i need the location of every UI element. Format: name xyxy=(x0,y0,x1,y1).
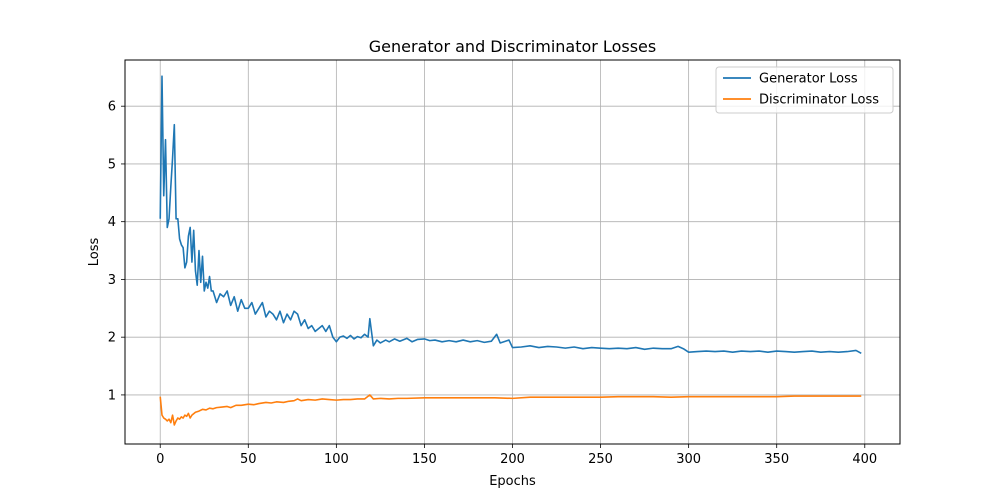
plot-lines xyxy=(159,75,862,426)
y-tick-label: 2 xyxy=(108,331,116,346)
y-tick-label: 5 xyxy=(108,157,116,172)
x-tick-label: 300 xyxy=(676,452,701,467)
generator-loss-line xyxy=(159,75,862,355)
x-tick-label: 150 xyxy=(412,452,437,467)
y-tick-label: 3 xyxy=(108,273,116,288)
legend-label-generator: Generator Loss xyxy=(759,72,858,87)
x-axis-label: Epochs xyxy=(489,474,536,489)
y-tick-label: 1 xyxy=(108,388,116,403)
y-axis-label: Loss xyxy=(87,238,102,267)
legend: Generator Loss Discriminator Loss xyxy=(715,66,894,114)
x-tick-label: 350 xyxy=(764,452,789,467)
x-tick-label: 400 xyxy=(852,452,877,467)
y-tick-label: 4 xyxy=(108,215,116,230)
axis-ticks: 0 50 100 150 200 250 300 350 400 1 2 3 4 5 6 xyxy=(108,100,877,467)
legend-box xyxy=(715,66,894,114)
chart-title: Generator and Discriminator Losses xyxy=(369,37,656,56)
grid-lines xyxy=(125,60,900,444)
x-tick-label: 200 xyxy=(500,452,525,467)
x-tick-label: 250 xyxy=(588,452,613,467)
y-tick-label: 6 xyxy=(108,100,116,115)
x-tick-label: 0 xyxy=(156,452,164,467)
x-tick-label: 50 xyxy=(240,452,257,467)
discriminator-loss-line xyxy=(159,394,862,426)
legend-label-discriminator: Discriminator Loss xyxy=(759,93,879,108)
x-tick-label: 100 xyxy=(324,452,349,467)
